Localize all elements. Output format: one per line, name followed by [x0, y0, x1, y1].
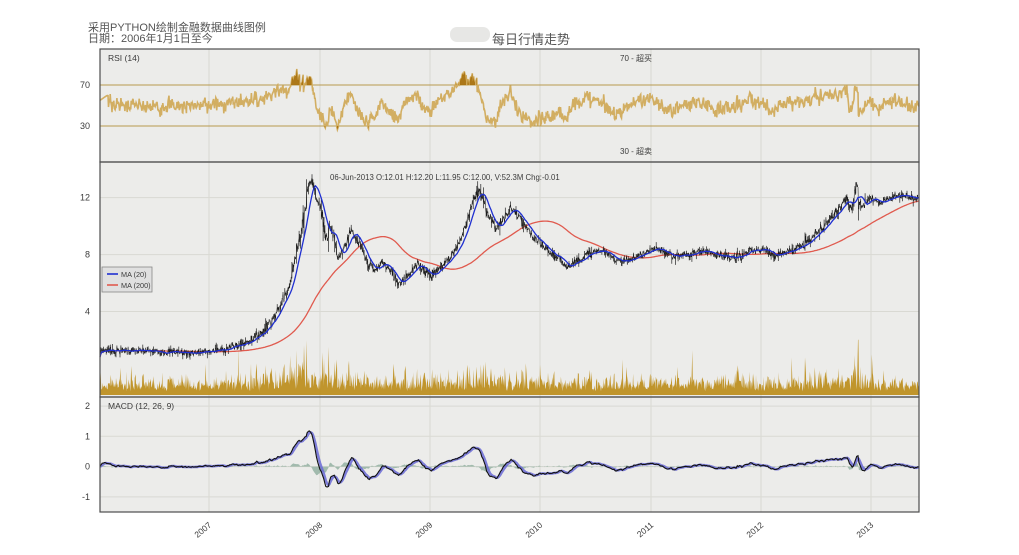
svg-text:MA (20): MA (20) — [121, 270, 147, 279]
svg-text:30: 30 — [80, 121, 90, 131]
svg-text:1: 1 — [85, 431, 90, 441]
svg-text:4: 4 — [85, 307, 90, 317]
svg-text:MACD (12, 26, 9): MACD (12, 26, 9) — [108, 401, 174, 411]
svg-text:MA (200): MA (200) — [121, 281, 151, 290]
svg-text:-1: -1 — [82, 492, 90, 502]
svg-text:RSI (14): RSI (14) — [108, 53, 140, 63]
svg-text:30 - 超卖: 30 - 超卖 — [620, 146, 652, 156]
svg-text:0: 0 — [85, 462, 90, 472]
svg-text:06-Jun-2013 O:12.01 H:12.20 L:: 06-Jun-2013 O:12.01 H:12.20 L:11.95 C:12… — [330, 173, 560, 182]
svg-text:8: 8 — [85, 250, 90, 260]
svg-text:12: 12 — [80, 193, 90, 203]
svg-text:70 - 超买: 70 - 超买 — [620, 53, 652, 63]
svg-text:70: 70 — [80, 80, 90, 90]
svg-text:2: 2 — [85, 401, 90, 411]
